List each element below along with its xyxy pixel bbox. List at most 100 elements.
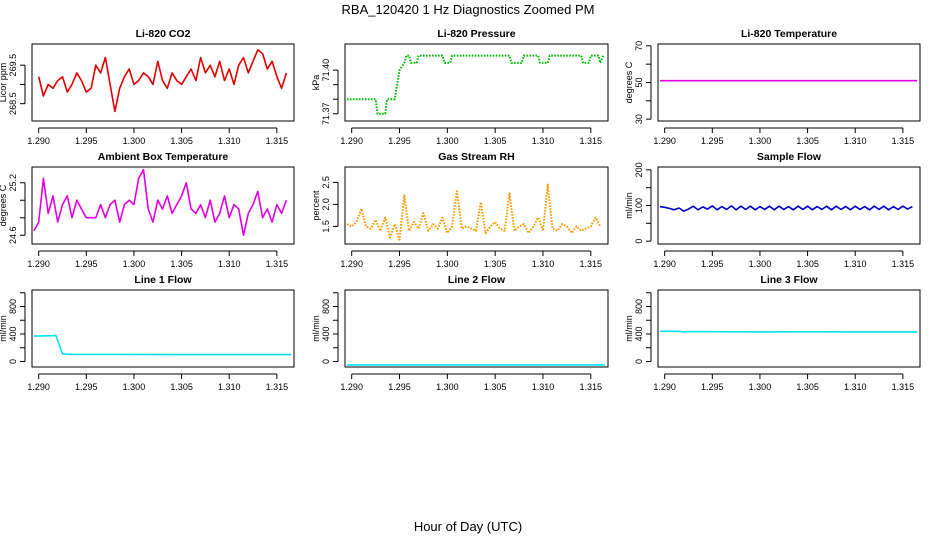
- li-820-pressure-x-tick-label: 1.290: [340, 136, 363, 146]
- sample-flow-panel: Sample Flow 1.290 1.295 1.300 1.305 1.310 1.31…: [624, 151, 921, 269]
- line-2-flow-y-tick-label: 0: [321, 359, 331, 364]
- ambient-box-temperature-series-line: [33, 168, 288, 236]
- sample-flow-y-label: ml/min: [624, 192, 634, 219]
- line-1-flow-x-tick-label: 1.295: [75, 382, 98, 392]
- line-2-flow-x-tick-label: 1.295: [388, 382, 411, 392]
- li-820-temperature-title: Li-820 Temperature: [741, 28, 837, 40]
- li-820-temperature-panel: Li-820 Temperature 1.290 1.295 1.300 1.305 1.…: [624, 28, 921, 146]
- gas-stream-rh-title: Gas Stream RH: [438, 151, 514, 163]
- line-3-flow-x-tick-label: 1.310: [844, 382, 867, 392]
- line-3-flow-x-tick-label: 1.300: [749, 382, 772, 392]
- line-3-flow-y-tick-label: 400: [634, 326, 644, 341]
- line-1-flow-x-tick-label: 1.300: [123, 382, 146, 392]
- line-1-flow-plot-frame: [31, 289, 295, 368]
- line-2-flow-y-tick-label: 800: [321, 299, 331, 314]
- line-3-flow-x-tick-label: 1.295: [701, 382, 724, 392]
- line-1-flow-x-tick-label: 1.310: [218, 382, 241, 392]
- ambient-box-temperature-panel: Ambient Box Temperature 1.290 1.295 1.300 1.…: [0, 151, 295, 269]
- li-820-co2-x-tick-label: 1.305: [170, 136, 193, 146]
- line-1-flow-x-tick-label: 1.315: [266, 382, 289, 392]
- ambient-box-temperature-y-label: degrees C: [0, 184, 8, 226]
- line-3-flow-y-label: ml/min: [624, 315, 634, 342]
- li-820-pressure-y-tick-label: 71.40: [321, 59, 331, 82]
- li-820-co2-x-tick-label: 1.310: [218, 136, 241, 146]
- li-820-temperature-x-tick-label: 1.315: [892, 136, 915, 146]
- line-1-flow-y-tick-label: 800: [8, 299, 18, 314]
- li-820-co2-plot-frame: [31, 43, 295, 122]
- li-820-temperature-x-tick-label: 1.300: [749, 136, 772, 146]
- line-3-flow-y-tick-label: 800: [634, 299, 644, 314]
- gas-stream-rh-y-tick-label: 2.0: [321, 198, 331, 211]
- gas-stream-rh-x-tick-label: 1.305: [484, 259, 507, 269]
- gas-stream-rh-panel: Gas Stream RH 1.290 1.295 1.300 1.305 1.310 1.…: [311, 151, 609, 269]
- li-820-pressure-plot-frame: [344, 43, 609, 122]
- gas-stream-rh-x-tick-label: 1.310: [532, 259, 555, 269]
- ambient-box-temperature-x-tick-label: 1.310: [218, 259, 241, 269]
- line-2-flow-x-tick-label: 1.300: [436, 382, 459, 392]
- sample-flow-x-tick-label: 1.310: [844, 259, 867, 269]
- li-820-co2-y-label: Licor ppm: [0, 63, 8, 103]
- ambient-box-temperature-x-tick-label: 1.290: [27, 259, 50, 269]
- line-2-flow-x-tick-label: 1.290: [340, 382, 363, 392]
- sample-flow-x-tick-label: 1.315: [892, 259, 915, 269]
- ambient-box-temperature-y-tick-label: 24.6: [8, 226, 18, 244]
- sample-flow-title: Sample Flow: [757, 151, 822, 163]
- line-2-flow-x-tick-label: 1.305: [484, 382, 507, 392]
- li-820-pressure-y-tick-label: 71.37: [321, 102, 331, 125]
- ambient-box-temperature-x-tick-label: 1.300: [123, 259, 146, 269]
- line-2-flow-x-tick-label: 1.310: [532, 382, 555, 392]
- li-820-co2-y-tick-label: 269.5: [8, 54, 18, 77]
- li-820-temperature-y-tick-label: 50: [634, 77, 644, 87]
- line-1-flow-y-tick-label: 0: [8, 359, 18, 364]
- li-820-pressure-x-tick-label: 1.315: [580, 136, 603, 146]
- li-820-co2-x-tick-label: 1.300: [123, 136, 146, 146]
- gas-stream-rh-x-tick-label: 1.295: [388, 259, 411, 269]
- li-820-pressure-panel: Li-820 Pressure 1.290 1.295 1.300 1.305 1.310…: [311, 28, 609, 146]
- gas-stream-rh-x-tick-label: 1.300: [436, 259, 459, 269]
- li-820-co2-title: Li-820 CO2: [136, 28, 191, 40]
- line-1-flow-series-line: [33, 334, 292, 356]
- gas-stream-rh-x-tick-label: 1.290: [340, 259, 363, 269]
- line-3-flow-x-tick-label: 1.315: [892, 382, 915, 392]
- li-820-co2-panel: Li-820 CO2 1.290 1.295 1.300 1.305 1.310 1.315…: [0, 28, 295, 146]
- ambient-box-temperature-plot-frame: [31, 166, 295, 245]
- li-820-co2-x-tick-label: 1.315: [266, 136, 289, 146]
- line-1-flow-y-tick-label: 400: [8, 326, 18, 341]
- line-3-flow-panel: Line 3 Flow 1.290 1.295 1.300 1.305 1.310 1.31…: [624, 274, 921, 392]
- li-820-temperature-y-label: degrees C: [624, 61, 634, 103]
- li-820-pressure-x-tick-label: 1.305: [484, 136, 507, 146]
- line-1-flow-title: Line 1 Flow: [134, 274, 192, 286]
- sample-flow-plot-frame: [657, 166, 921, 245]
- li-820-temperature-plot-frame: [657, 43, 921, 122]
- line-1-flow-y-label: ml/min: [0, 315, 8, 342]
- li-820-pressure-series-line: [346, 54, 605, 115]
- x-axis-label: Hour of Day (UTC): [414, 519, 522, 534]
- gas-stream-rh-x-tick-label: 1.315: [580, 259, 603, 269]
- li-820-co2-x-tick-label: 1.290: [27, 136, 50, 146]
- sample-flow-x-tick-label: 1.295: [701, 259, 724, 269]
- sample-flow-x-tick-label: 1.290: [653, 259, 676, 269]
- line-2-flow-y-tick-label: 400: [321, 326, 331, 341]
- figure-title: RBA_120420 1 Hz Diagnostics Zoomed PM: [342, 2, 595, 17]
- li-820-pressure-x-tick-label: 1.300: [436, 136, 459, 146]
- li-820-co2-x-tick-label: 1.295: [75, 136, 98, 146]
- line-2-flow-title: Line 2 Flow: [448, 274, 506, 286]
- ambient-box-temperature-x-tick-label: 1.305: [170, 259, 193, 269]
- line-2-flow-y-label: ml/min: [311, 315, 321, 342]
- line-2-flow-panel: Line 2 Flow 1.290 1.295 1.300 1.305 1.310 1.31…: [311, 274, 609, 392]
- sample-flow-y-tick-label: 0: [634, 239, 644, 244]
- li-820-pressure-title: Li-820 Pressure: [437, 28, 515, 40]
- line-3-flow-y-tick-label: 0: [634, 359, 644, 364]
- gas-stream-rh-series-line: [346, 183, 602, 241]
- gas-stream-rh-plot-frame: [344, 166, 609, 245]
- gas-stream-rh-y-tick-label: 2.5: [321, 176, 331, 189]
- gas-stream-rh-y-tick-label: 1.5: [321, 220, 331, 233]
- sample-flow-y-tick-label: 100: [634, 198, 644, 213]
- li-820-temperature-x-tick-label: 1.305: [796, 136, 819, 146]
- li-820-temperature-y-tick-label: 70: [634, 41, 644, 51]
- li-820-temperature-y-tick-label: 30: [634, 114, 644, 124]
- sample-flow-x-tick-label: 1.300: [749, 259, 772, 269]
- li-820-pressure-y-label: kPa: [311, 75, 321, 91]
- ambient-box-temperature-x-tick-label: 1.315: [266, 259, 289, 269]
